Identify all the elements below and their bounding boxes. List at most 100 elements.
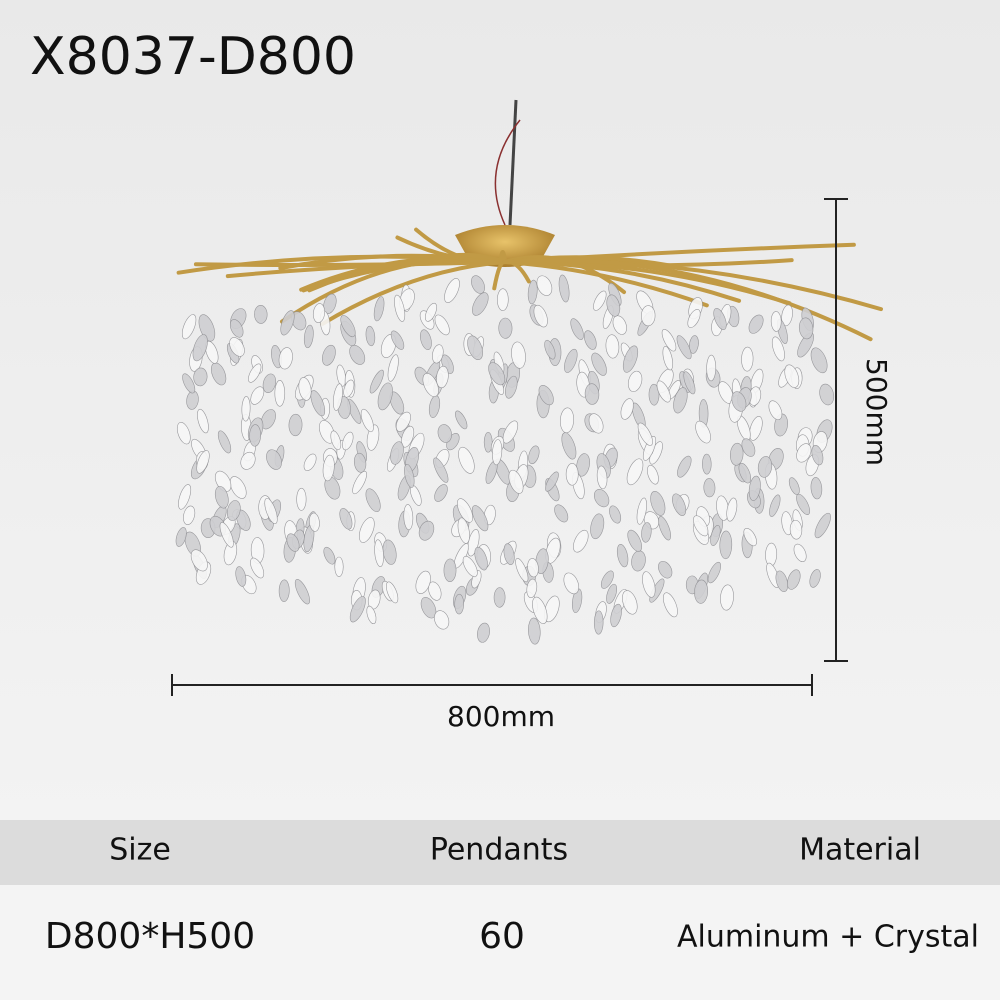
crystal [576, 453, 590, 477]
crystal [312, 303, 326, 323]
crystal [693, 515, 709, 537]
crystal [403, 504, 414, 531]
crystal [720, 584, 734, 611]
crystal [561, 432, 577, 460]
crystal [810, 347, 828, 374]
crystal [395, 411, 411, 432]
crystal [738, 462, 752, 484]
crystal [249, 424, 261, 447]
crystal [811, 445, 824, 466]
crystal [769, 494, 781, 517]
crystal [771, 336, 785, 362]
crystal [477, 622, 490, 643]
crystal [610, 603, 622, 628]
crystal [781, 304, 793, 327]
crystal [178, 484, 192, 510]
crystal [175, 527, 187, 547]
column-header: Pendants [430, 833, 568, 868]
crystal [196, 450, 210, 474]
column-header: Size [109, 833, 171, 868]
crystal [352, 470, 367, 495]
crystal [554, 504, 569, 523]
width-label: 800mm [447, 700, 555, 733]
crystal [757, 456, 773, 478]
crystal [369, 369, 384, 394]
crystal [330, 430, 342, 451]
crystal [274, 379, 286, 407]
crystal [793, 543, 807, 563]
crystal [627, 370, 643, 392]
crystal [266, 449, 282, 470]
crystal [360, 408, 374, 433]
crystal [432, 344, 444, 364]
crystal [729, 442, 744, 466]
crystal [502, 420, 519, 444]
column-header: Material [799, 833, 921, 868]
branch [416, 252, 507, 266]
table-cell: D800*H500 [45, 916, 255, 957]
crystal [622, 345, 639, 373]
crystal [467, 335, 483, 361]
table-cell: 60 [479, 916, 525, 957]
crystal [809, 569, 821, 588]
crystal [784, 364, 800, 388]
crystal [538, 385, 554, 406]
crystal [390, 441, 404, 465]
crystal [648, 383, 660, 406]
height-dimension: 500mm [824, 198, 893, 662]
crystal [377, 382, 393, 411]
crystal [418, 520, 435, 541]
crystal [641, 305, 656, 327]
crystal [182, 373, 196, 394]
crystal [713, 308, 727, 330]
crystal [334, 556, 344, 577]
cable [494, 119, 521, 226]
crystal [434, 610, 450, 630]
crystal [365, 325, 376, 347]
crystal [683, 371, 696, 395]
crystal [262, 373, 277, 394]
crystal [656, 380, 671, 403]
crystal [458, 446, 475, 474]
crystal [658, 516, 671, 541]
width-dimension: 800mm [171, 674, 813, 733]
crystal [390, 330, 405, 350]
crystal [545, 471, 559, 492]
crystal [323, 546, 336, 565]
crystal [741, 438, 756, 457]
crystal [565, 463, 579, 486]
crystal [528, 617, 541, 645]
crystal [583, 330, 597, 350]
branch [320, 260, 507, 326]
crystal [433, 457, 449, 483]
crystal [688, 335, 699, 354]
crystal [810, 477, 823, 500]
crystal [443, 558, 457, 583]
crystal [558, 274, 570, 303]
crystal [662, 592, 678, 618]
crystal [322, 454, 335, 482]
crystal [672, 493, 687, 516]
crystal [703, 478, 716, 498]
crystal [471, 505, 489, 532]
crystal [605, 334, 620, 359]
crystal [434, 314, 450, 336]
crystal [533, 304, 548, 328]
crystal [731, 391, 747, 412]
crystal [192, 334, 208, 362]
crystal [563, 572, 580, 595]
crystal [347, 398, 362, 424]
crystal [620, 398, 634, 420]
crystal [434, 484, 448, 502]
crystal [278, 579, 290, 602]
crystal [358, 517, 375, 543]
crystal [503, 543, 515, 566]
table-header-band [0, 820, 1000, 885]
crystal [248, 363, 262, 383]
height-label: 500mm [860, 358, 893, 466]
crystal [536, 275, 553, 296]
crystal [600, 570, 614, 589]
crystal [309, 512, 320, 532]
crystal [373, 296, 385, 322]
crystal [183, 505, 196, 525]
